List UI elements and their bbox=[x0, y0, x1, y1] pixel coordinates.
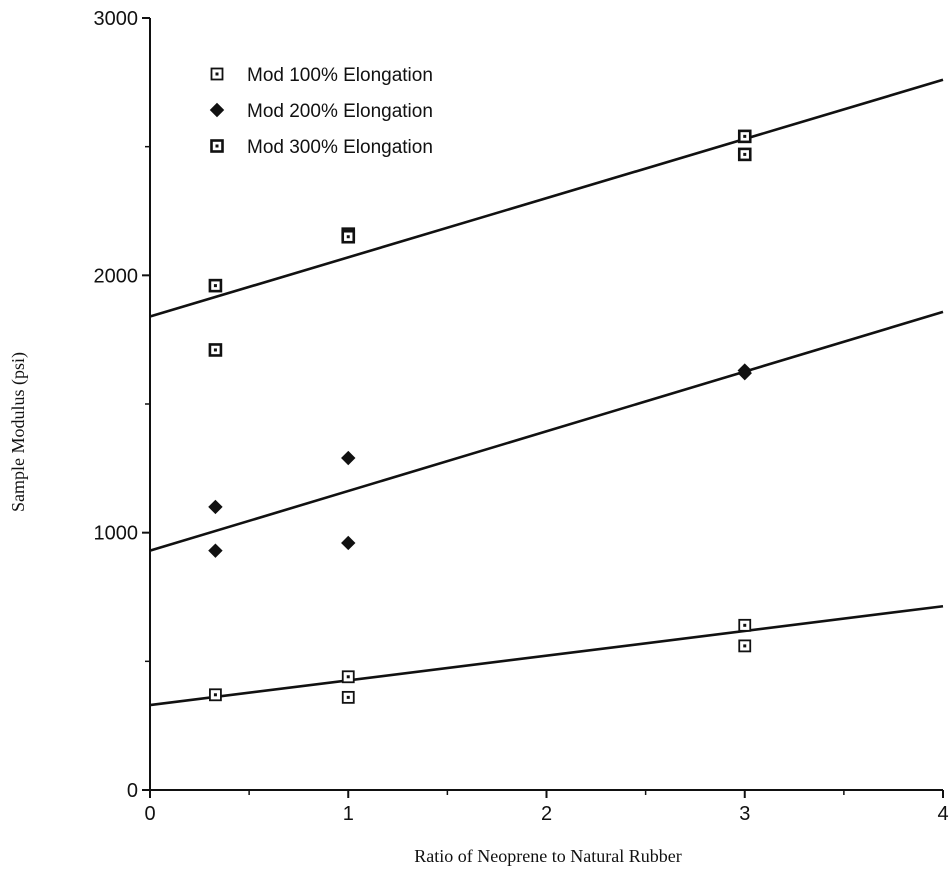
marker-dot bbox=[743, 134, 747, 138]
data-point-series-1 bbox=[738, 639, 752, 653]
data-point-series-2 bbox=[208, 499, 223, 515]
marker-dot bbox=[743, 152, 747, 156]
data-point-series-3 bbox=[208, 343, 223, 357]
trend-line-series-1 bbox=[149, 604, 944, 707]
data-point-series-1 bbox=[209, 688, 222, 702]
trend-line-series-2 bbox=[149, 310, 944, 552]
legend-label-1: Mod 100% Elongation bbox=[247, 65, 433, 86]
marker-dot bbox=[213, 348, 217, 352]
legend-marker-1 bbox=[210, 67, 224, 81]
legend-marker-2 bbox=[209, 102, 225, 118]
data-point-series-1 bbox=[341, 690, 355, 704]
marker-dot bbox=[743, 644, 747, 648]
y-axis-label: Sample Modulus (psi) bbox=[8, 352, 29, 512]
x-tick-label: 0 bbox=[144, 803, 155, 825]
data-points bbox=[208, 129, 752, 704]
legend-label-2: Mod 200% Elongation bbox=[247, 101, 433, 122]
marker-dot bbox=[213, 693, 217, 697]
legend-marker-3 bbox=[210, 139, 224, 153]
y-tick-label: 1000 bbox=[94, 523, 139, 545]
data-point-series-1 bbox=[738, 618, 752, 632]
data-point-series-2 bbox=[341, 450, 356, 466]
x-tick-label: 3 bbox=[739, 803, 750, 825]
legend-label-3: Mod 300% Elongation bbox=[247, 137, 433, 158]
x-tick-label: 4 bbox=[937, 803, 948, 825]
y-tick-label: 0 bbox=[127, 780, 138, 802]
marker-dot bbox=[215, 144, 219, 148]
data-point-series-2 bbox=[208, 543, 223, 558]
y-tick-label: 3000 bbox=[94, 8, 139, 30]
trend-line-series-3 bbox=[149, 78, 944, 318]
x-tick-label: 2 bbox=[541, 803, 552, 825]
x-tick-label: 1 bbox=[343, 803, 354, 825]
marker-dot bbox=[346, 675, 350, 679]
legend: Mod 100% Elongation Mod 200% Elongation Mo… bbox=[209, 65, 433, 158]
data-point-series-1 bbox=[341, 670, 355, 684]
data-point-series-2 bbox=[341, 535, 356, 551]
data-point-series-3 bbox=[737, 129, 752, 144]
data-point-series-2 bbox=[737, 365, 752, 381]
marker-dot bbox=[213, 284, 217, 288]
x-axis-label: Ratio of Neoprene to Natural Rubber bbox=[414, 846, 681, 866]
marker-dot bbox=[346, 235, 350, 239]
marker-dot bbox=[215, 72, 219, 76]
marker-dot bbox=[346, 695, 350, 699]
trend-lines bbox=[149, 78, 944, 707]
data-point-series-3 bbox=[341, 229, 356, 244]
data-point-series-3 bbox=[208, 278, 223, 293]
axes: 0 1000 2000 3000 0 1 2 3 4 bbox=[94, 8, 949, 825]
y-tick-label: 2000 bbox=[94, 265, 139, 287]
marker-dot bbox=[743, 623, 747, 627]
data-point-series-3 bbox=[737, 147, 752, 162]
